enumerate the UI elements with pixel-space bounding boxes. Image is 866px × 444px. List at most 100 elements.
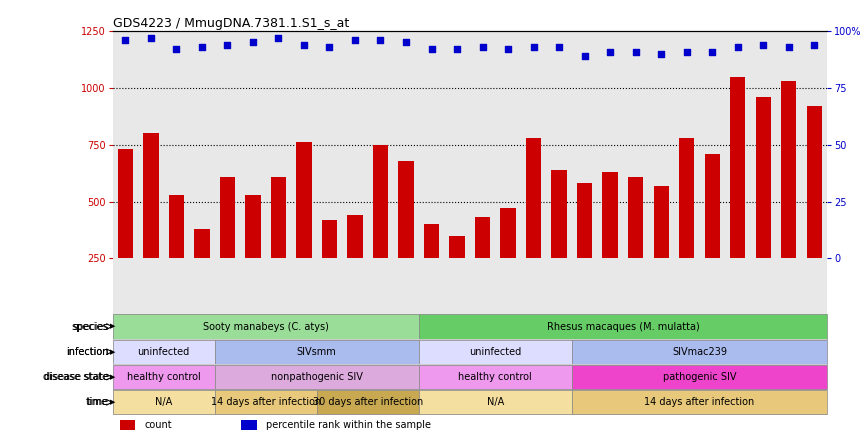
- Point: [553, 44, 566, 51]
- Text: disease state: disease state: [43, 372, 108, 382]
- Bar: [113, 314, 419, 339]
- Point: [527, 44, 540, 51]
- Text: Sooty manabeys (C. atys): Sooty manabeys (C. atys): [203, 321, 328, 332]
- Bar: [654, 186, 669, 258]
- Bar: [215, 390, 317, 414]
- Bar: [572, 390, 827, 414]
- Bar: [347, 215, 363, 258]
- Bar: [113, 390, 215, 414]
- Bar: [296, 143, 312, 258]
- Point: [322, 44, 336, 51]
- Text: uninfected: uninfected: [138, 347, 190, 357]
- Text: disease state: disease state: [44, 372, 109, 382]
- Text: percentile rank within the sample: percentile rank within the sample: [266, 420, 431, 430]
- Point: [373, 36, 387, 44]
- Bar: [603, 172, 617, 258]
- Text: N/A: N/A: [487, 397, 504, 407]
- Bar: [271, 177, 286, 258]
- Text: 14 days after infection: 14 days after infection: [210, 397, 320, 407]
- Bar: [169, 195, 184, 258]
- Bar: [373, 145, 388, 258]
- Text: species: species: [73, 321, 109, 332]
- Point: [297, 41, 311, 48]
- Point: [170, 46, 184, 53]
- Bar: [322, 220, 337, 258]
- Point: [399, 39, 413, 46]
- Point: [654, 50, 668, 57]
- Text: pathogenic SIV: pathogenic SIV: [662, 372, 736, 382]
- Text: ▶: ▶: [110, 399, 115, 405]
- Bar: [398, 161, 414, 258]
- Point: [221, 41, 235, 48]
- Text: SIVsmm: SIVsmm: [297, 347, 337, 357]
- Point: [246, 39, 260, 46]
- Bar: [679, 138, 695, 258]
- Bar: [220, 177, 235, 258]
- Text: healthy control: healthy control: [458, 372, 533, 382]
- Bar: [245, 195, 261, 258]
- Bar: [317, 390, 419, 414]
- Bar: [781, 81, 797, 258]
- Point: [731, 44, 745, 51]
- Text: ▶: ▶: [110, 374, 115, 380]
- Bar: [241, 420, 257, 430]
- Text: time: time: [87, 397, 109, 407]
- Text: 30 days after infection: 30 days after infection: [313, 397, 423, 407]
- Point: [629, 48, 643, 55]
- Bar: [730, 76, 746, 258]
- Text: species: species: [72, 321, 108, 332]
- Bar: [475, 218, 490, 258]
- Point: [195, 44, 209, 51]
- Bar: [628, 177, 643, 258]
- Point: [144, 34, 158, 41]
- Bar: [572, 340, 827, 364]
- Text: count: count: [145, 420, 172, 430]
- Point: [807, 41, 821, 48]
- Bar: [501, 208, 516, 258]
- Text: ▶: ▶: [110, 349, 115, 355]
- Bar: [705, 154, 720, 258]
- Point: [424, 46, 438, 53]
- Text: Rhesus macaques (M. mulatta): Rhesus macaques (M. mulatta): [546, 321, 699, 332]
- Text: healthy control: healthy control: [126, 372, 201, 382]
- Point: [705, 48, 719, 55]
- Bar: [419, 365, 572, 389]
- Text: infection: infection: [67, 347, 109, 357]
- Bar: [423, 224, 439, 258]
- Point: [119, 36, 132, 44]
- Point: [475, 44, 489, 51]
- Point: [348, 36, 362, 44]
- Bar: [572, 365, 827, 389]
- Bar: [194, 229, 210, 258]
- Bar: [118, 149, 133, 258]
- Text: ▶: ▶: [110, 324, 115, 329]
- Text: time: time: [86, 397, 108, 407]
- Bar: [215, 365, 419, 389]
- Point: [450, 46, 464, 53]
- Bar: [577, 183, 592, 258]
- Text: SIVmac239: SIVmac239: [672, 347, 727, 357]
- Bar: [113, 365, 215, 389]
- Text: GDS4223 / MmugDNA.7381.1.S1_s_at: GDS4223 / MmugDNA.7381.1.S1_s_at: [113, 17, 349, 30]
- Bar: [215, 340, 419, 364]
- Text: infection: infection: [66, 347, 108, 357]
- Point: [578, 52, 591, 59]
- Text: uninfected: uninfected: [469, 347, 521, 357]
- Point: [604, 48, 617, 55]
- Point: [782, 44, 796, 51]
- Bar: [552, 170, 566, 258]
- Text: nonpathogenic SIV: nonpathogenic SIV: [271, 372, 363, 382]
- Bar: [113, 340, 215, 364]
- Bar: [143, 133, 158, 258]
- Text: 14 days after infection: 14 days after infection: [644, 397, 754, 407]
- Bar: [449, 236, 465, 258]
- Bar: [120, 420, 135, 430]
- Bar: [806, 106, 822, 258]
- Bar: [419, 340, 572, 364]
- Point: [272, 34, 286, 41]
- Bar: [419, 390, 572, 414]
- Point: [680, 48, 694, 55]
- Point: [756, 41, 770, 48]
- Point: [501, 46, 515, 53]
- Bar: [526, 138, 541, 258]
